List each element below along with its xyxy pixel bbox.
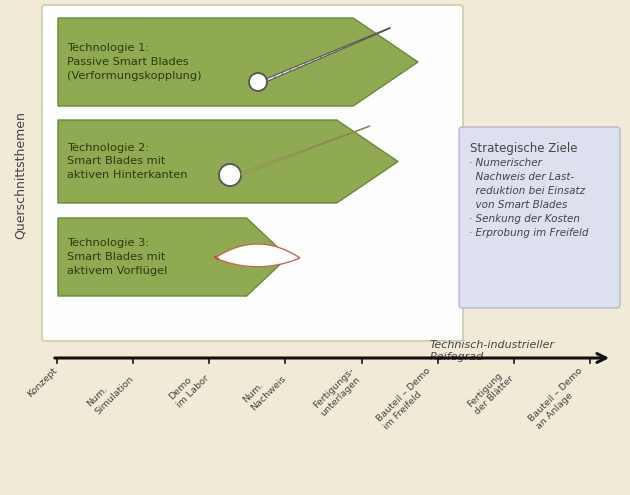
Polygon shape	[58, 120, 398, 203]
Text: Num.
Nachweis: Num. Nachweis	[241, 366, 287, 412]
Circle shape	[219, 164, 241, 186]
FancyBboxPatch shape	[459, 127, 620, 308]
Polygon shape	[241, 126, 370, 175]
Polygon shape	[266, 28, 390, 82]
Text: Technologie 3:
Smart Blades mit
aktivem Vorflügel: Technologie 3: Smart Blades mit aktivem …	[67, 239, 168, 276]
Text: Num.
Simulation: Num. Simulation	[85, 366, 135, 416]
Text: Bauteil – Demo
an Anlage: Bauteil – Demo an Anlage	[527, 366, 592, 431]
Text: Strategische Ziele: Strategische Ziele	[470, 142, 578, 155]
Text: Bauteil – Demo
im Freifeld: Bauteil – Demo im Freifeld	[375, 366, 440, 431]
Text: Technisch-industrieller
Reifegrad: Technisch-industrieller Reifegrad	[430, 340, 555, 362]
Polygon shape	[58, 218, 288, 296]
Text: Technologie 2:
Smart Blades mit
aktiven Hinterkanten: Technologie 2: Smart Blades mit aktiven …	[67, 143, 188, 180]
Polygon shape	[215, 244, 300, 267]
Polygon shape	[58, 18, 418, 106]
Text: Konzept: Konzept	[26, 366, 59, 399]
Text: Fertigung
der Blätter: Fertigung der Blätter	[466, 366, 516, 416]
Circle shape	[249, 73, 267, 91]
Text: · Numerischer
  Nachweis der Last-
  reduktion bei Einsatz
  von Smart Blades
· : · Numerischer Nachweis der Last- redukti…	[469, 158, 588, 238]
Text: Fertigungs-
unterlagen: Fertigungs- unterlagen	[311, 366, 364, 418]
Text: Querschnittsthemen: Querschnittsthemen	[13, 111, 26, 239]
Text: Demo
im Labor: Demo im Labor	[168, 366, 211, 410]
FancyBboxPatch shape	[42, 5, 463, 341]
Text: Technologie 1:
Passive Smart Blades
(Verformungskopplung): Technologie 1: Passive Smart Blades (Ver…	[67, 44, 202, 81]
